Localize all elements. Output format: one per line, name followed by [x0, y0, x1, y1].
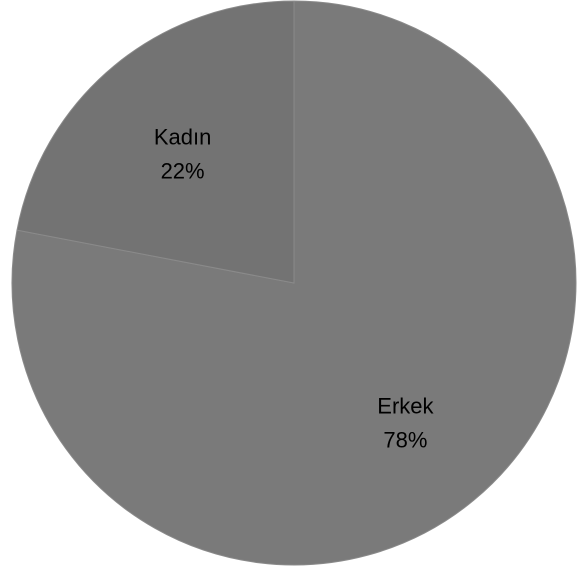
- pie-label-percent: 22%: [161, 158, 205, 183]
- pie-slice-erkek: [11, 0, 577, 566]
- pie-label-name: Kadın: [154, 124, 212, 149]
- pie-slice-kad-n: [16, 0, 295, 284]
- pie-label-percent: 78%: [383, 428, 427, 453]
- pie-labels: Erkek 78% Kadın 22%: [154, 124, 435, 452]
- pie-label-name: Erkek: [377, 394, 434, 419]
- pie-slices: [11, 0, 577, 566]
